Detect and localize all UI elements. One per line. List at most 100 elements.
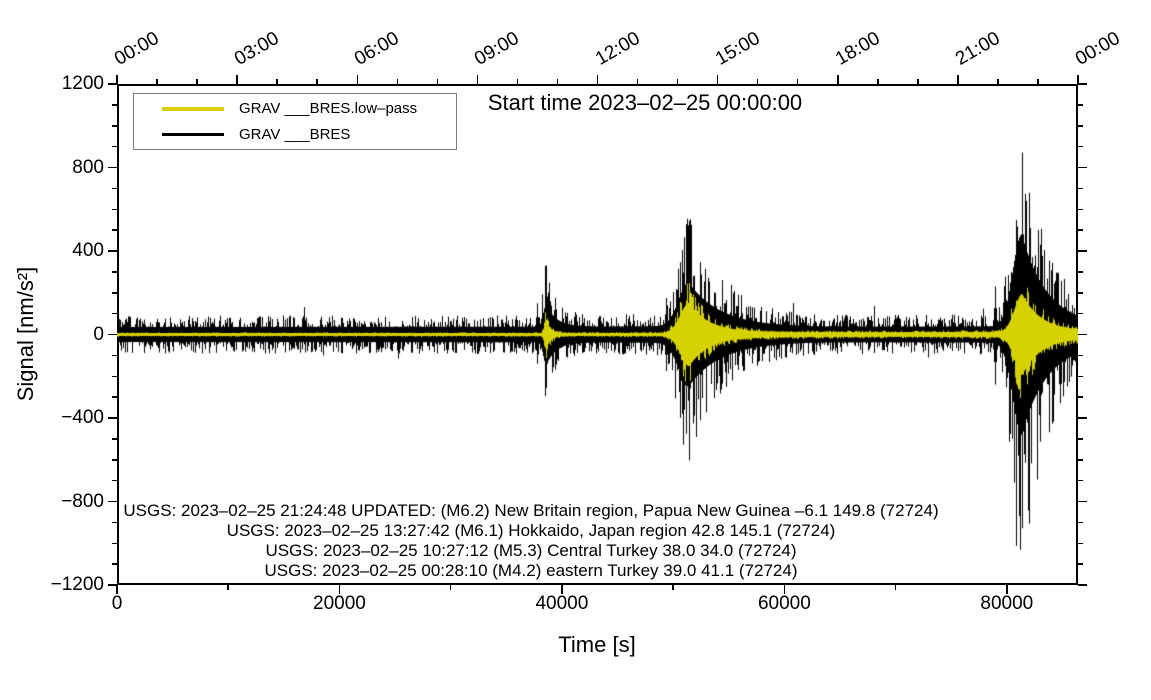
x-top-tick-major (1077, 75, 1079, 84)
y-right-tick-major (1078, 584, 1087, 586)
x-top-tick-label: 12:00 (591, 27, 644, 70)
x-top-tick-minor (756, 79, 759, 84)
y-right-tick-minor (1078, 542, 1083, 544)
y-left-tick-minor (112, 271, 117, 273)
x-bottom-tick-label: 60000 (757, 593, 811, 614)
y-tick-label: 400 (72, 240, 104, 261)
x-bottom-tick-major (1006, 585, 1008, 594)
x-top-tick-major (716, 75, 719, 84)
y-tick-label: 1200 (61, 73, 104, 94)
x-bottom-tick-major (561, 585, 563, 594)
y-axis-title: Signal [nm/s²] (13, 266, 38, 402)
x-top-tick-minor (796, 79, 799, 84)
x-top-tick-major (957, 75, 959, 84)
y-left-tick-minor (112, 312, 117, 315)
y-right-tick-minor (1078, 438, 1083, 440)
y-right-tick-minor (1078, 312, 1083, 315)
x-top-tick-minor (917, 79, 919, 84)
y-right-tick-minor (1078, 521, 1083, 524)
y-right-tick-minor (1078, 271, 1083, 273)
x-bottom-tick-minor (227, 585, 229, 590)
x-top-tick-minor (436, 79, 439, 84)
annotation-line: USGS: 2023–02–25 00:28:10 (M4.2) eastern… (264, 561, 798, 580)
x-top-tick-minor (316, 79, 318, 84)
y-right-tick-minor (1078, 459, 1083, 461)
y-right-tick-minor (1078, 396, 1083, 398)
plot-title: Start time 2023–02–25 00:00:00 (487, 90, 803, 115)
y-right-tick-minor (1078, 208, 1083, 210)
y-right-tick-minor (1078, 563, 1083, 565)
y-left-tick-minor (112, 438, 117, 440)
y-right-tick-minor (1078, 479, 1083, 482)
y-right-tick-major (1078, 417, 1087, 419)
x-top-tick-minor (1037, 79, 1039, 84)
x-top-tick-label: 00:00 (111, 27, 163, 70)
annotation-line: USGS: 2023–02–25 13:27:42 (M6.1) Hokkaid… (226, 521, 836, 540)
y-right-tick-minor (1078, 104, 1083, 106)
y-right-tick-minor (1078, 125, 1083, 127)
x-top-tick-label: 03:00 (231, 27, 283, 70)
y-tick-label: −400 (61, 407, 104, 428)
x-bottom-tick-label: 40000 (535, 593, 589, 614)
x-top-tick-minor (636, 79, 639, 84)
x-top-tick-label: 09:00 (471, 27, 524, 70)
y-left-tick-major (108, 500, 117, 503)
x-top-tick-major (596, 75, 599, 84)
y-left-tick-major (108, 83, 117, 85)
x-top-tick-label: 21:00 (951, 27, 1004, 70)
x-top-tick-major (476, 75, 479, 84)
y-left-tick-minor (112, 125, 117, 127)
y-left-tick-minor (112, 542, 117, 544)
legend-label-lowpass: GRAV ___BRES.low–pass (239, 100, 418, 117)
y-right-tick-minor (1078, 292, 1083, 294)
x-bottom-tick-label: 80000 (980, 593, 1034, 614)
x-bottom-tick-minor (449, 585, 452, 590)
x-top-tick-label: 06:00 (351, 27, 403, 70)
legend-entry-raw: GRAV ___BRES (134, 124, 456, 146)
y-right-tick-minor (1078, 229, 1083, 231)
x-bottom-tick-major (116, 585, 118, 594)
y-right-tick-minor (1078, 375, 1083, 377)
x-top-tick-label: 18:00 (831, 27, 884, 70)
y-left-tick-minor (112, 563, 117, 565)
x-axis-title: Time [s] (558, 632, 636, 657)
y-left-tick-minor (112, 292, 117, 294)
y-left-tick-minor (112, 187, 117, 190)
x-top-tick-label: 00:00 (1072, 27, 1124, 70)
y-right-tick-major (1078, 166, 1087, 169)
legend-entry-lowpass: GRAV ___BRES.low–pass (134, 98, 456, 120)
x-top-tick-major (356, 75, 358, 84)
x-top-tick-major (236, 75, 238, 84)
y-right-tick-major (1078, 250, 1087, 252)
x-top-tick-major (837, 75, 839, 84)
x-top-tick-minor (196, 79, 198, 84)
y-right-tick-minor (1078, 354, 1083, 357)
y-left-tick-major (108, 333, 117, 336)
y-left-tick-minor (112, 208, 117, 210)
earthquake-annotations: USGS: 2023–02–25 21:24:48 UPDATED: (M6.2… (123, 501, 938, 581)
annotation-line: USGS: 2023–02–25 10:27:12 (M5.3) Central… (265, 541, 797, 560)
x-top-tick-minor (676, 79, 679, 84)
x-top-tick-minor (276, 79, 278, 84)
y-left-tick-major (108, 584, 117, 586)
x-bottom-tick-label: 0 (111, 593, 123, 614)
y-left-tick-major (108, 417, 117, 419)
waveform-canvas (117, 84, 1078, 585)
y-left-tick-major (108, 250, 117, 252)
x-top-tick-major (116, 75, 118, 84)
x-bottom-tick-minor (672, 585, 674, 590)
x-top-tick-label: 15:00 (711, 27, 764, 70)
lowpass-line-swatch (162, 106, 224, 111)
annotation-line: USGS: 2023–02–25 21:24:48 UPDATED: (M6.2… (123, 501, 939, 520)
y-left-tick-minor (112, 396, 117, 398)
y-right-tick-major (1078, 333, 1087, 336)
y-left-tick-minor (112, 229, 117, 231)
y-tick-label: 800 (72, 156, 104, 178)
x-top-tick-minor (516, 79, 519, 84)
y-left-tick-minor (112, 104, 117, 106)
x-bottom-tick-major (338, 585, 341, 594)
y-left-tick-minor (112, 479, 117, 482)
y-right-tick-major (1078, 500, 1087, 503)
y-left-tick-minor (112, 354, 117, 357)
y-left-tick-minor (112, 459, 117, 461)
